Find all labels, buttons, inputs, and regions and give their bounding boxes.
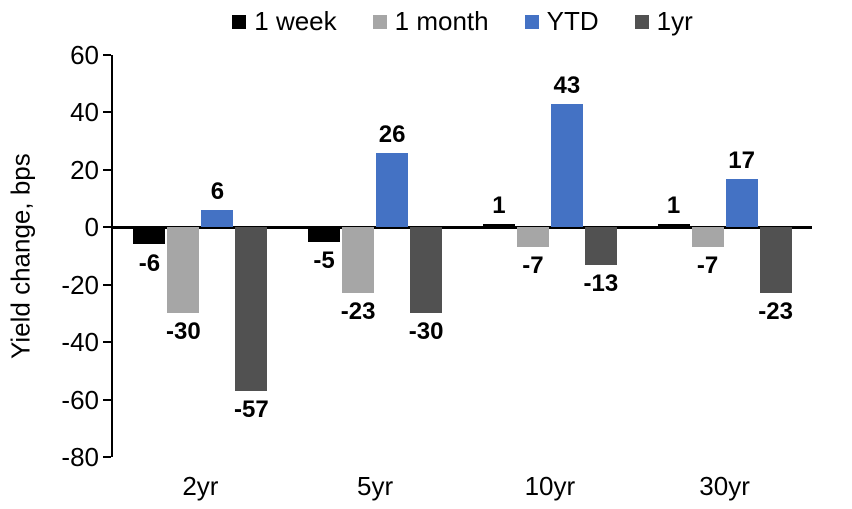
x-category-label-10yr: 10yr bbox=[524, 471, 576, 501]
bar-YTD-2yr bbox=[201, 210, 234, 228]
x-category-label-5yr: 5yr bbox=[357, 471, 394, 501]
x-category-label-2yr: 2yr bbox=[182, 471, 219, 501]
bar-value-label-YTD-2yr: 6 bbox=[210, 178, 225, 206]
y-tick-label--60: -60 bbox=[61, 384, 99, 415]
legend-marker-icon bbox=[634, 14, 649, 29]
bar-value-label-1yr-5yr: -30 bbox=[408, 318, 444, 346]
bar-value-label-1-month-5yr: -23 bbox=[340, 298, 376, 326]
bar-1-week-2yr bbox=[133, 227, 166, 245]
y-tick-label-40: 40 bbox=[70, 97, 99, 128]
y-axis-tick--40 bbox=[103, 341, 111, 344]
y-tick-label--20: -20 bbox=[61, 269, 99, 300]
bar-1yr-30yr bbox=[759, 227, 792, 294]
bar-1-week-10yr bbox=[482, 224, 515, 228]
legend-item-1-week: 1 week bbox=[232, 6, 337, 37]
y-tick-label-20: 20 bbox=[70, 154, 99, 185]
y-axis-tick--80 bbox=[103, 456, 111, 458]
bar-1-week-5yr bbox=[308, 227, 341, 242]
bar-1-month-5yr bbox=[342, 227, 375, 294]
legend-item-YTD: YTD bbox=[524, 6, 599, 37]
bar-value-label-1-month-30yr: -7 bbox=[696, 252, 719, 280]
legend-item-1-month: 1 month bbox=[372, 6, 489, 37]
bar-YTD-30yr bbox=[725, 178, 758, 228]
plot-area: 60 40 20 0 -20 -40 -60 -80 2yr -6 -30 6 -57 5yr -5 -23 2… bbox=[61, 41, 812, 501]
y-axis-tick-60 bbox=[103, 54, 111, 56]
bar-1-month-2yr bbox=[167, 227, 200, 314]
bar-value-label-1-month-10yr: -7 bbox=[522, 252, 544, 280]
bar-value-label-1yr-2yr: -57 bbox=[234, 396, 269, 423]
bar-value-label-1yr-10yr: -13 bbox=[583, 269, 619, 297]
bar-1yr-5yr bbox=[410, 227, 443, 314]
y-axis-tick--60 bbox=[103, 398, 111, 401]
bar-value-label-1-week-5yr: -5 bbox=[313, 246, 335, 274]
bar-value-label-1-week-10yr: 1 bbox=[492, 192, 506, 220]
bar-value-label-YTD-5yr: 26 bbox=[378, 120, 406, 148]
y-tick-label--80: -80 bbox=[61, 442, 99, 472]
bar-value-label-1-month-2yr: -30 bbox=[166, 318, 201, 346]
bar-YTD-5yr bbox=[376, 152, 409, 228]
y-axis-tick-20 bbox=[103, 168, 111, 171]
y-axis-tick-40 bbox=[103, 111, 111, 114]
bar-YTD-10yr bbox=[550, 103, 583, 228]
legend-label: YTD bbox=[546, 6, 599, 36]
x-category-label-30yr: 30yr bbox=[699, 471, 750, 501]
bar-1yr-10yr bbox=[584, 227, 617, 265]
y-tick-label-0: 0 bbox=[84, 212, 99, 243]
bar-value-label-YTD-30yr: 17 bbox=[728, 146, 755, 174]
bar-value-label-1-week-30yr: 1 bbox=[666, 192, 681, 220]
legend-label: 1 week bbox=[254, 6, 337, 36]
legend-marker-icon bbox=[372, 14, 387, 29]
y-axis-title: Yield change, bps bbox=[5, 153, 36, 359]
bar-1yr-2yr bbox=[235, 227, 268, 391]
legend-marker-icon bbox=[524, 14, 539, 29]
bar-1-week-30yr bbox=[657, 224, 690, 228]
legend-item-1yr: 1yr bbox=[634, 6, 693, 37]
bar-1-month-30yr bbox=[691, 227, 724, 248]
y-tick-label--40: -40 bbox=[61, 327, 99, 358]
x-axis-zero-line bbox=[111, 225, 812, 229]
bar-value-label-1yr-30yr: -23 bbox=[758, 298, 793, 326]
legend-label: 1yr bbox=[656, 6, 693, 36]
bar-value-label-1-week-2yr: -6 bbox=[138, 249, 161, 277]
y-axis-line bbox=[111, 55, 113, 457]
legend-label: 1 month bbox=[394, 6, 489, 36]
y-axis-tick--20 bbox=[103, 283, 111, 286]
bar-1-month-10yr bbox=[516, 227, 549, 248]
legend-marker-icon bbox=[232, 14, 247, 29]
y-tick-label-60: 60 bbox=[70, 40, 99, 70]
chart-legend: 1 week 1 month YTD 1yr bbox=[113, 6, 812, 37]
y-axis-tick-0 bbox=[103, 226, 111, 229]
bar-value-label-YTD-10yr: 43 bbox=[553, 71, 581, 99]
